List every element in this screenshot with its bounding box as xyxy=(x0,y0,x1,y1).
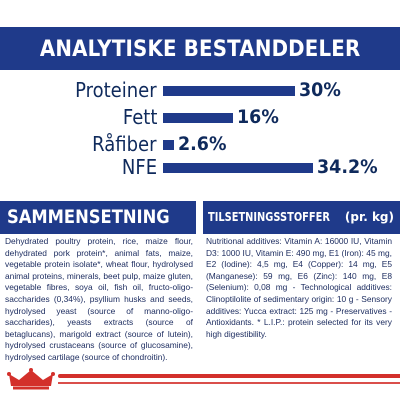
nutrient-label: Proteiner xyxy=(75,78,157,102)
additives-title: TILSETNINGSSTOFFER xyxy=(208,210,330,224)
nutrient-value-label: 2.6% xyxy=(178,133,227,155)
nutrient-bar xyxy=(163,140,174,150)
nutrient-row: NFE 34.2% xyxy=(0,154,400,180)
nutrient-bar xyxy=(163,113,233,123)
nutrient-row: Råfiber 2.6% xyxy=(0,131,400,157)
nutrient-value-label: 34.2% xyxy=(317,156,378,178)
nutrient-label: NFE xyxy=(121,155,157,179)
additives-unit: (pr. kg) xyxy=(344,210,394,224)
nutrient-row: Proteiner 30% xyxy=(0,77,400,103)
section-header-analytical: ANALYTISKE BESTANDDELER xyxy=(0,27,400,70)
page-title: ANALYTISKE BESTANDDELER xyxy=(39,35,361,62)
composition-title: SAMMENSETNING xyxy=(7,206,170,228)
nutrient-bar xyxy=(163,163,313,173)
nutrient-label: Råfiber xyxy=(92,132,157,156)
additives-text: Nutritional additives: Vitamin A: 16000 … xyxy=(206,236,392,339)
nutrient-value-label: 16% xyxy=(237,106,279,128)
composition-header: SAMMENSETNING xyxy=(0,201,196,234)
nutrient-value-label: 30% xyxy=(299,79,341,101)
additives-header: TILSETNINGSSTOFFER (pr. kg) xyxy=(203,201,400,234)
nutrient-row: Fett 16% xyxy=(0,104,400,130)
brand-band xyxy=(58,374,400,378)
crown-icon xyxy=(7,368,55,390)
nutrient-label: Fett xyxy=(122,105,157,129)
nutrient-bar xyxy=(163,86,295,96)
composition-text: Dehydrated poultry protein, rice, maize … xyxy=(5,236,193,362)
brand-band-thin xyxy=(58,382,400,384)
